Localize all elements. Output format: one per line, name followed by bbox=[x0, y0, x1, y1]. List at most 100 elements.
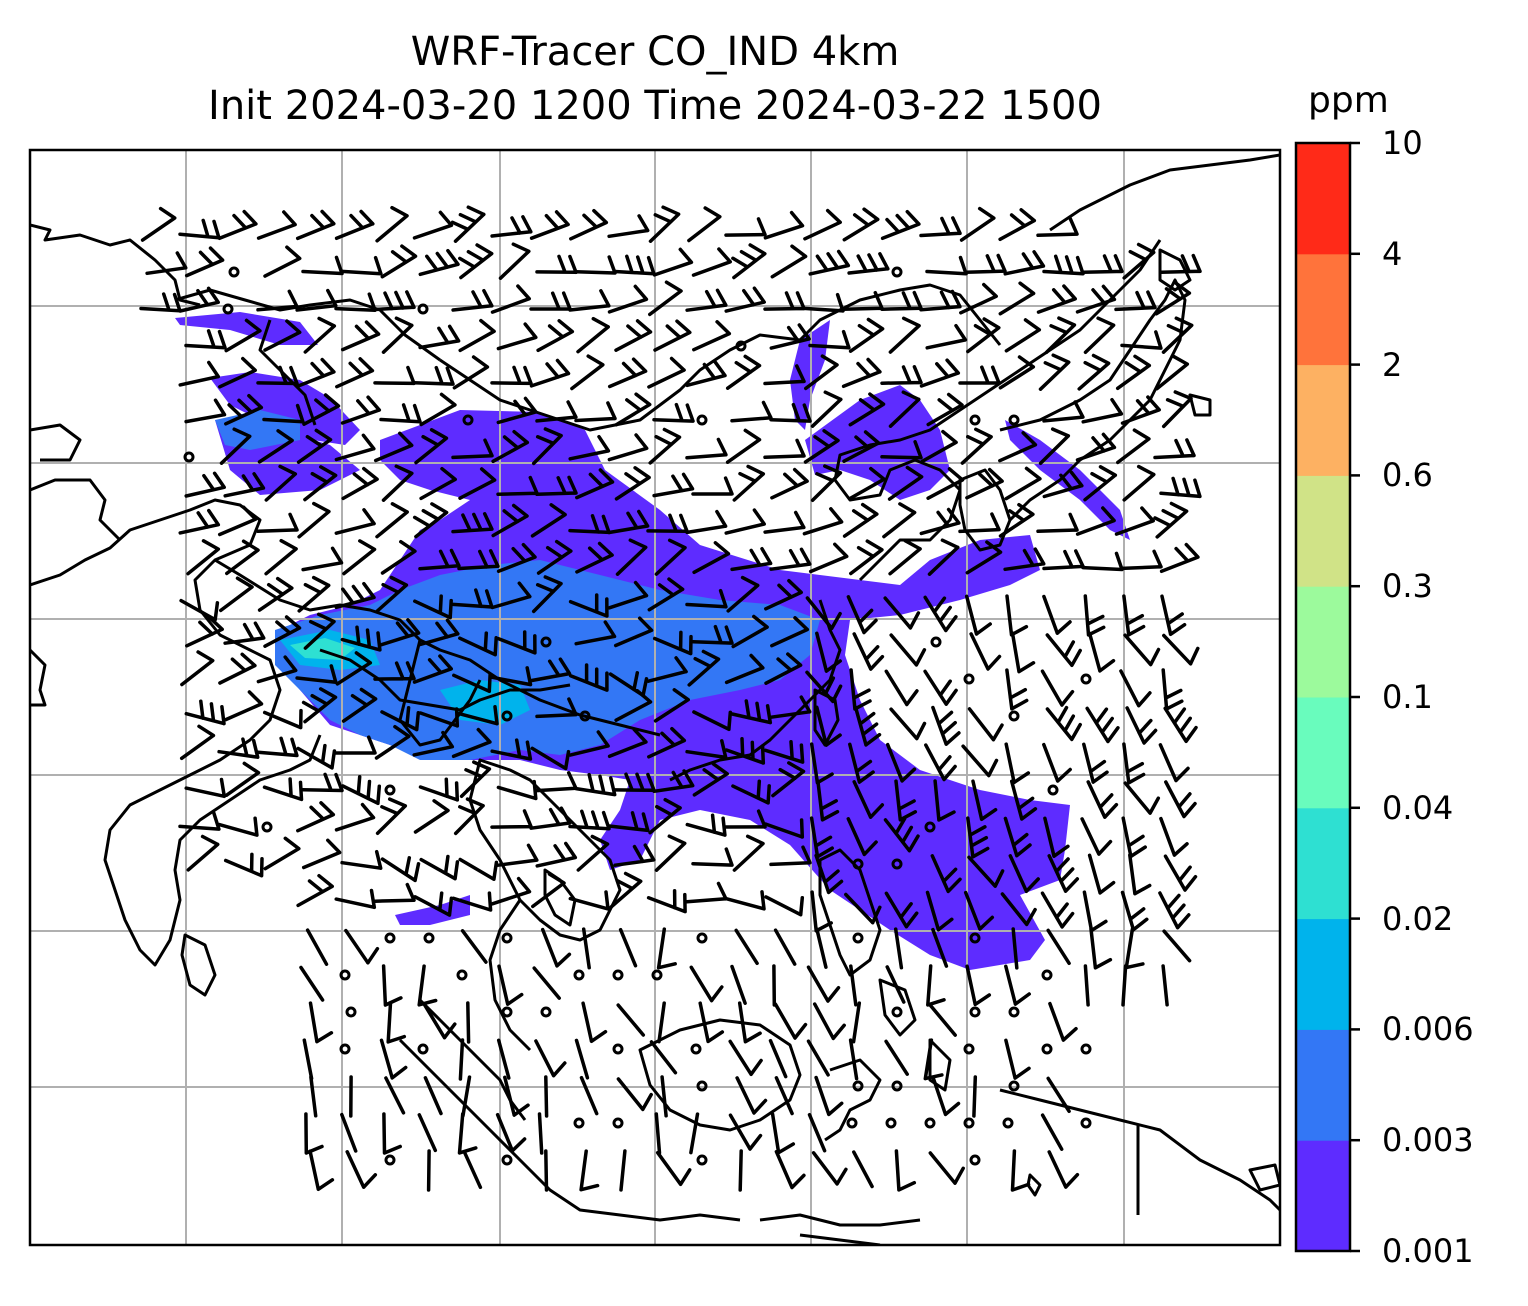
calm-wind-marker bbox=[1080, 1043, 1092, 1055]
wind-barb bbox=[178, 360, 221, 387]
wind-barb bbox=[256, 512, 299, 534]
wind-barb bbox=[884, 1039, 909, 1076]
wind-barb bbox=[296, 873, 334, 908]
calm-wind-markers bbox=[183, 266, 1092, 1166]
wind-barb bbox=[652, 472, 695, 498]
calm-wind-marker bbox=[846, 1117, 858, 1129]
wind-barb bbox=[846, 595, 878, 635]
wind-barb bbox=[461, 1075, 472, 1118]
wind-barb bbox=[1155, 354, 1190, 391]
wind-barb bbox=[770, 467, 809, 500]
wind-barb bbox=[928, 1003, 957, 1037]
wind-barb bbox=[544, 1075, 549, 1118]
wind-barb bbox=[1036, 512, 1079, 534]
calm-wind-marker bbox=[969, 1006, 981, 1018]
wind-barb bbox=[1114, 506, 1155, 536]
wind-barb bbox=[731, 243, 767, 280]
wind-barb bbox=[815, 705, 842, 747]
calm-wind-marker bbox=[696, 414, 708, 426]
wind-barb bbox=[812, 1002, 846, 1041]
wind-barb bbox=[848, 317, 885, 353]
map-frame bbox=[28, 148, 1282, 1247]
calm-wind-marker bbox=[579, 710, 591, 722]
wind-barb bbox=[412, 210, 454, 240]
wind-barb bbox=[1083, 964, 1090, 1007]
wind-barb bbox=[576, 316, 610, 354]
calm-wind-marker bbox=[963, 1117, 975, 1129]
calm-wind-marker bbox=[930, 636, 942, 648]
wind-barb bbox=[730, 400, 773, 423]
wind-barb bbox=[576, 834, 610, 872]
wind-barb bbox=[884, 891, 919, 929]
wind-barb bbox=[919, 507, 961, 536]
wind-barb bbox=[764, 895, 805, 917]
tracer-plume-lowest bbox=[175, 312, 318, 345]
wind-barb bbox=[1040, 1113, 1064, 1151]
wind-barb bbox=[178, 218, 221, 240]
colorbar-tick-label: 0.3 bbox=[1382, 567, 1433, 606]
wind-barb bbox=[1036, 216, 1079, 238]
wind-barb bbox=[1159, 816, 1189, 857]
wind-barb bbox=[422, 1002, 457, 1040]
wind-barb bbox=[1038, 353, 1071, 391]
wind-barb bbox=[186, 539, 221, 576]
wind-barb bbox=[685, 881, 728, 904]
wind-barb bbox=[926, 467, 965, 500]
wind-barb bbox=[574, 1038, 590, 1080]
wind-barb bbox=[380, 244, 418, 279]
wind-barb bbox=[295, 288, 338, 312]
wind-barb bbox=[805, 596, 842, 631]
wind-barb bbox=[490, 284, 531, 314]
calm-wind-marker bbox=[852, 1080, 864, 1092]
wind-barb bbox=[185, 615, 224, 648]
wind-barb bbox=[847, 252, 890, 275]
wind-barb bbox=[1159, 542, 1200, 574]
wind-barb bbox=[919, 358, 961, 388]
wind-barb bbox=[763, 364, 806, 386]
wind-barb bbox=[1158, 743, 1190, 783]
calm-wind-marker bbox=[573, 1117, 585, 1129]
wind-barb bbox=[451, 438, 494, 460]
wind-barb bbox=[619, 1149, 627, 1192]
calm-wind-marker bbox=[339, 1043, 351, 1055]
wind-barb bbox=[725, 354, 762, 390]
wind-barb bbox=[770, 1112, 796, 1155]
wind-barb bbox=[1114, 290, 1157, 312]
wind-barb bbox=[1153, 438, 1196, 460]
wind-barb bbox=[490, 809, 533, 829]
wind-barb bbox=[853, 705, 882, 747]
wind-barb bbox=[458, 1038, 465, 1081]
wind-barb bbox=[263, 245, 302, 278]
wind-barb bbox=[217, 209, 258, 241]
wind-barb bbox=[848, 392, 886, 427]
wind-barb bbox=[888, 390, 921, 428]
wind-barb bbox=[1075, 284, 1117, 314]
wind-barb bbox=[305, 928, 329, 966]
wind-barb bbox=[381, 464, 414, 502]
wind-barb bbox=[919, 216, 962, 238]
wind-barb bbox=[614, 319, 653, 352]
wind-barb bbox=[535, 475, 578, 497]
wind-barb bbox=[926, 392, 964, 427]
calm-wind-marker bbox=[696, 1080, 708, 1092]
wind-barb bbox=[894, 1149, 917, 1192]
wind-barb bbox=[931, 1075, 961, 1117]
colorbar-tick-label: 2 bbox=[1382, 345, 1403, 384]
wind-barb bbox=[568, 730, 610, 757]
wind-barb bbox=[459, 760, 492, 799]
wind-barb bbox=[342, 539, 377, 576]
wind-barb bbox=[496, 475, 539, 496]
wind-barb bbox=[815, 631, 842, 673]
wind-barb bbox=[1040, 669, 1075, 707]
wind-barb bbox=[1154, 281, 1192, 316]
wind-barb bbox=[771, 761, 806, 798]
wind-barb bbox=[1003, 816, 1032, 858]
wind-barb bbox=[178, 811, 221, 831]
wind-barb bbox=[466, 1001, 471, 1044]
wind-barb bbox=[334, 508, 376, 535]
wind-barb bbox=[923, 669, 958, 706]
wind-barb bbox=[373, 882, 416, 903]
wind-barb bbox=[648, 797, 682, 835]
wind-barb bbox=[451, 588, 494, 609]
wind-barb bbox=[692, 320, 732, 352]
